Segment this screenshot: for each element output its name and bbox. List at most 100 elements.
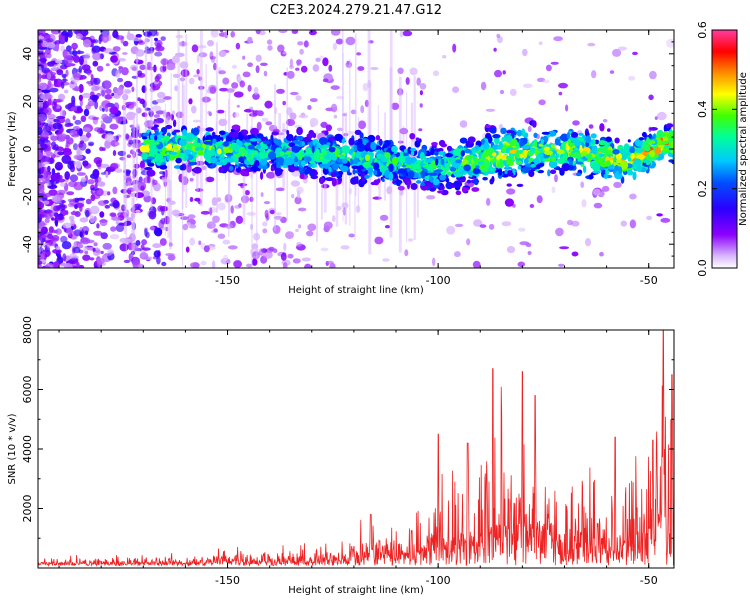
spectrogram-noise-blob	[117, 77, 124, 83]
spectrogram-noise-blob	[485, 108, 496, 112]
spectrogram-noise-blob	[110, 55, 118, 63]
spectrogram-streak	[215, 42, 218, 213]
spectrogram-noise-blob	[39, 222, 47, 226]
spectrogram-noise-blob	[128, 104, 135, 110]
spectrogram-ridge-blob	[148, 144, 156, 150]
spectrogram-noise-blob	[96, 223, 100, 229]
spectrogram-noise-blob	[152, 105, 162, 112]
spectrogram-ridge-blob	[523, 158, 529, 165]
spectrogram-noise-blob	[203, 245, 210, 253]
spectrogram-ridge-blob	[627, 169, 634, 176]
spectrogram-ridge-blob	[496, 161, 504, 169]
spectrogram-noise-blob	[247, 36, 253, 44]
spectrogram-noise-blob	[41, 191, 46, 197]
spectrogram-noise-blob	[97, 200, 107, 206]
spectrogram-noise-blob	[140, 185, 145, 191]
spectrogram-noise-blob	[180, 216, 190, 221]
spectrogram-noise-blob	[320, 247, 329, 252]
spectrogram-noise-blob	[45, 107, 52, 116]
spectrogram-ridge-blob	[388, 163, 394, 173]
spectrogram-noise-blob	[196, 68, 200, 75]
spectrogram-ridge-blob	[326, 150, 330, 158]
spectrogram-noise-blob	[127, 30, 131, 40]
spectrogram-noise-blob	[100, 120, 105, 124]
spectrogram-ridge-blob	[279, 151, 285, 156]
spectrogram-noise-blob	[148, 210, 157, 220]
spectrogram-noise-blob	[156, 98, 166, 103]
spectrogram-noise-blob	[67, 30, 73, 38]
spectrogram-ridge-blob	[399, 127, 409, 135]
spectrogram-noise-blob	[137, 70, 143, 77]
spectrogram-noise-blob	[53, 118, 60, 123]
spectrogram-noise-blob	[114, 168, 123, 174]
spectrogram-noise-blob	[43, 171, 51, 181]
spectrogram-ridge-blob	[398, 162, 402, 167]
spectrogram-ridge-blob	[445, 162, 450, 168]
spectrogram-ridge-blob	[490, 127, 497, 134]
spectrogram-ridge-blob	[218, 166, 224, 173]
spectrogram-noise-blob	[46, 52, 52, 59]
spectrogram-noise-blob	[86, 179, 95, 185]
colorbar-ticks: 0.0 0.2 0.4 0.6	[696, 21, 737, 277]
spectrogram-noise-blob	[628, 75, 636, 81]
spectrogram-noise-blob	[166, 63, 176, 71]
spectrogram-noise-blob	[617, 46, 627, 51]
spectrogram-ridge-blob	[467, 170, 474, 176]
y-tick-label: 4000	[21, 435, 34, 463]
spectrogram-ridge-blob	[434, 148, 442, 152]
spectrogram-noise-blob	[237, 183, 248, 187]
spectrogram-noise-blob	[666, 38, 674, 48]
spectrogram-noise-blob	[612, 48, 622, 57]
spectrogram-ridge-blob	[185, 132, 195, 142]
snr-y-ticks: 2000 4000 6000 8000	[21, 316, 674, 539]
spectrogram-noise-blob	[56, 174, 63, 180]
spectrogram-ridge-blob	[440, 171, 447, 175]
spectrogram-noise-blob	[517, 261, 526, 268]
y-tick-label: 6000	[21, 376, 34, 404]
spectrogram-ridge-blob	[512, 168, 516, 174]
spectrogram-noise-blob	[219, 87, 229, 92]
spectrogram-noise-blob	[362, 83, 368, 92]
spectrogram-noise-blob	[55, 246, 61, 251]
spectrogram-noise-blob	[110, 216, 121, 221]
spectrogram-noise-blob	[209, 86, 217, 94]
spectrogram-noise-blob	[212, 215, 220, 223]
spectrogram-ridge-blob	[440, 158, 445, 166]
spectrogram-noise-blob	[172, 110, 175, 115]
spectrogram-noise-blob	[110, 226, 117, 232]
spectrogram-noise-blob	[282, 100, 287, 106]
y-tick-label: 2000	[21, 495, 34, 523]
spectrogram-noise-blob	[97, 181, 106, 187]
spectrogram-ridge-blob	[182, 129, 188, 137]
spectrogram-ridge-blob	[568, 142, 575, 147]
spectrogram-noise-blob	[93, 230, 103, 236]
spectrogram-ridge-blob	[592, 145, 596, 151]
spectrogram-ridge-blob	[350, 177, 358, 185]
spectrogram-ridge-blob	[156, 153, 163, 161]
spectrogram-ridge-blob	[290, 151, 296, 160]
snr-y-axis-title: SNR (10 * v/v)	[7, 413, 18, 484]
spectrogram-noise-blob	[208, 112, 212, 117]
spectrogram-noise-blob	[155, 110, 165, 115]
spectrogram-noise-blob	[253, 86, 259, 96]
spectrogram-noise-blob	[522, 48, 528, 57]
spectrogram-ridge-blob	[147, 162, 155, 167]
spectrogram-ridge-blob	[215, 161, 224, 166]
spectrogram-ridge-blob	[321, 144, 330, 149]
spectrogram-noise-blob	[95, 159, 102, 168]
spectrogram-y-axis-title: Frequency (Hz)	[7, 111, 18, 187]
spectrogram-ridge-blob	[663, 136, 669, 142]
spectrogram-ridge-blob	[516, 160, 523, 165]
spectrogram-ridge-blob	[212, 138, 217, 144]
spectrogram-ridge-blob	[472, 167, 480, 175]
spectrogram-ridge-blob	[523, 150, 528, 154]
spectrogram-noise-blob	[407, 238, 414, 242]
spectrogram-ridge-blob	[250, 166, 259, 172]
spectrogram-ridge-blob	[233, 144, 240, 153]
spectrogram-ridge-blob	[446, 171, 452, 177]
spectrogram-noise-blob	[335, 38, 344, 45]
spectrogram-ridge-blob	[615, 152, 623, 161]
spectrogram-ridge-blob	[147, 156, 155, 160]
spectrogram-noise-blob	[357, 66, 365, 71]
